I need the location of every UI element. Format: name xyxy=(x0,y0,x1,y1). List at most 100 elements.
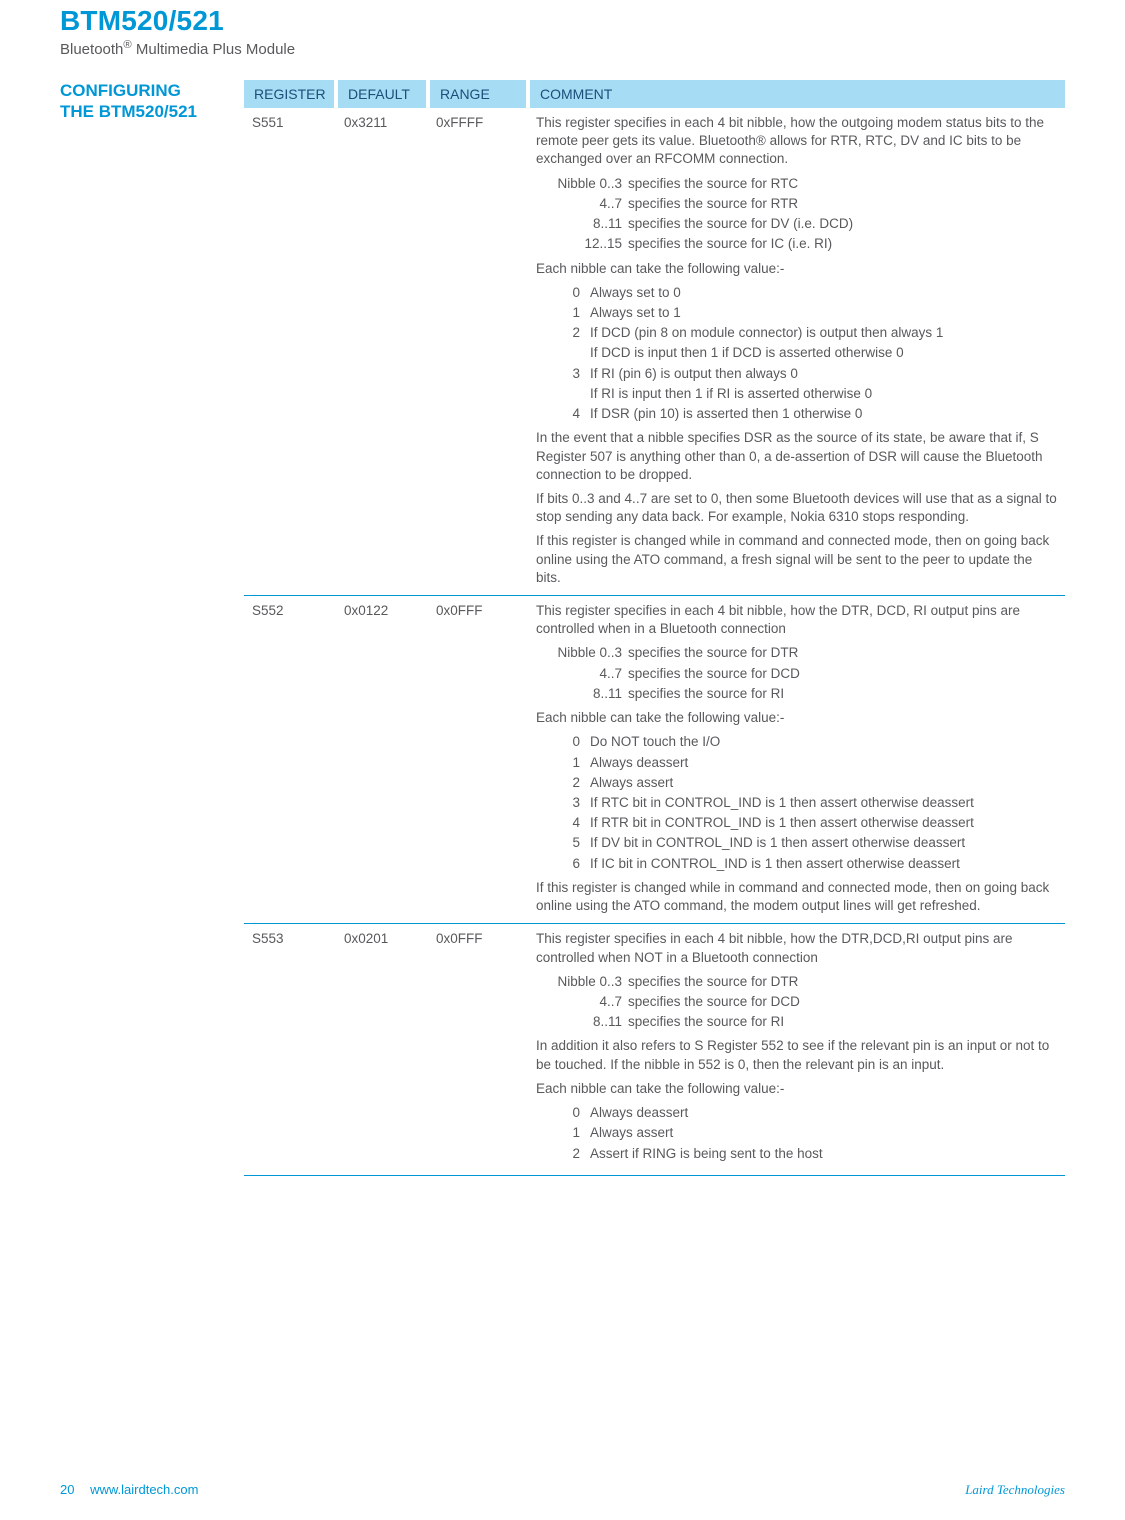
comment-text: This register specifies in each 4 bit ni… xyxy=(536,602,1057,638)
product-subtitle-suffix: Multimedia Plus Module xyxy=(132,41,295,58)
nibble-line: Nibble 0..3specifies the source for DTR xyxy=(536,973,1057,991)
nibble-value: specifies the source for DTR xyxy=(628,644,1057,662)
comment-text: If this register is changed while in com… xyxy=(536,532,1057,587)
value-line: 6If IC bit in CONTROL_IND is 1 then asse… xyxy=(536,855,1057,873)
nibble-line: 4..7specifies the source for DCD xyxy=(536,993,1057,1011)
cell-comment: This register specifies in each 4 bit ni… xyxy=(528,596,1065,924)
value-key: 0 xyxy=(536,733,590,751)
cell-range: 0x0FFF xyxy=(428,924,528,1175)
value-line: 5If DV bit in CONTROL_IND is 1 then asse… xyxy=(536,834,1057,852)
value-block: 0Do NOT touch the I/O1Always deassert2Al… xyxy=(536,733,1057,873)
value-text: If RI is input then 1 if RI is asserted … xyxy=(590,385,1057,403)
comment-text: If this register is changed while in com… xyxy=(536,879,1057,915)
header-range: RANGE xyxy=(428,80,528,108)
value-text: Always assert xyxy=(590,774,1057,792)
value-text: Always assert xyxy=(590,1124,1057,1142)
value-line: 2If DCD (pin 8 on module connector) is o… xyxy=(536,324,1057,342)
cell-default: 0x0201 xyxy=(336,924,428,1175)
sidebar: CONFIGURING THE BTM520/521 xyxy=(60,80,244,1176)
nibble-value: specifies the source for DCD xyxy=(628,993,1057,1011)
nibble-line: 8..11specifies the source for RI xyxy=(536,685,1057,703)
comment-text: In the event that a nibble specifies DSR… xyxy=(536,429,1057,484)
table-header-row: REGISTER DEFAULT RANGE COMMENT xyxy=(244,80,1065,108)
section-title-line1: CONFIGURING xyxy=(60,81,181,100)
nibble-key: 4..7 xyxy=(536,665,628,683)
nibble-line: 4..7specifies the source for DCD xyxy=(536,665,1057,683)
nibble-line: 4..7specifies the source for RTR xyxy=(536,195,1057,213)
value-text: Always deassert xyxy=(590,1104,1057,1122)
value-key xyxy=(536,344,590,362)
nibble-block: Nibble 0..3specifies the source for DTR4… xyxy=(536,973,1057,1032)
value-key: 1 xyxy=(536,304,590,322)
values-leader: Each nibble can take the following value… xyxy=(536,709,1057,727)
nibble-value: specifies the source for DV (i.e. DCD) xyxy=(628,215,1057,233)
nibble-key: Nibble 0..3 xyxy=(536,973,628,991)
cell-register: S552 xyxy=(244,596,336,924)
header-register: REGISTER xyxy=(244,80,336,108)
nibble-value: specifies the source for RI xyxy=(628,1013,1057,1031)
value-line: 2Assert if RING is being sent to the hos… xyxy=(536,1145,1057,1163)
nibble-block: Nibble 0..3specifies the source for RTC4… xyxy=(536,175,1057,254)
value-key: 0 xyxy=(536,1104,590,1122)
value-line: 3If RI (pin 6) is output then always 0 xyxy=(536,365,1057,383)
page-footer: 20 www.lairdtech.com Laird Technologies xyxy=(0,1482,1125,1498)
nibble-key: 12..15 xyxy=(536,235,628,253)
cell-comment: This register specifies in each 4 bit ni… xyxy=(528,108,1065,596)
value-text: If DV bit in CONTROL_IND is 1 then asser… xyxy=(590,834,1057,852)
value-text: If RTR bit in CONTROL_IND is 1 then asse… xyxy=(590,814,1057,832)
comment-text: In addition it also refers to S Register… xyxy=(536,1037,1057,1073)
nibble-line: 8..11specifies the source for DV (i.e. D… xyxy=(536,215,1057,233)
content: REGISTER DEFAULT RANGE COMMENT S5510x321… xyxy=(244,80,1065,1176)
nibble-line: 12..15specifies the source for IC (i.e. … xyxy=(536,235,1057,253)
register-table: REGISTER DEFAULT RANGE COMMENT S5510x321… xyxy=(244,80,1065,1176)
cell-register: S551 xyxy=(244,108,336,596)
value-key: 2 xyxy=(536,324,590,342)
value-text: Assert if RING is being sent to the host xyxy=(590,1145,1057,1163)
value-key: 5 xyxy=(536,834,590,852)
nibble-value: specifies the source for RI xyxy=(628,685,1057,703)
footer-left: 20 www.lairdtech.com xyxy=(60,1482,198,1498)
nibble-line: 8..11specifies the source for RI xyxy=(536,1013,1057,1031)
nibble-value: specifies the source for IC (i.e. RI) xyxy=(628,235,1057,253)
nibble-key: 4..7 xyxy=(536,993,628,1011)
nibble-value: specifies the source for RTR xyxy=(628,195,1057,213)
value-text: If DCD (pin 8 on module connector) is ou… xyxy=(590,324,1057,342)
value-line: 0Always deassert xyxy=(536,1104,1057,1122)
value-key: 4 xyxy=(536,405,590,423)
values-leader: Each nibble can take the following value… xyxy=(536,260,1057,278)
value-line: 4If RTR bit in CONTROL_IND is 1 then ass… xyxy=(536,814,1057,832)
value-text: Always set to 0 xyxy=(590,284,1057,302)
value-key: 3 xyxy=(536,794,590,812)
value-line: 4If DSR (pin 10) is asserted then 1 othe… xyxy=(536,405,1057,423)
section-title-line2: THE BTM520/521 xyxy=(60,102,197,121)
cell-default: 0x3211 xyxy=(336,108,428,596)
value-line: 1Always set to 1 xyxy=(536,304,1057,322)
value-key: 0 xyxy=(536,284,590,302)
value-line: If RI is input then 1 if RI is asserted … xyxy=(536,385,1057,403)
cell-register: S553 xyxy=(244,924,336,1175)
registered-mark: ® xyxy=(123,39,131,51)
cell-comment: This register specifies in each 4 bit ni… xyxy=(528,924,1065,1175)
product-subtitle-prefix: Bluetooth xyxy=(60,41,123,58)
product-subtitle: Bluetooth® Multimedia Plus Module xyxy=(60,39,1065,58)
nibble-key: 8..11 xyxy=(536,215,628,233)
nibble-key: Nibble 0..3 xyxy=(536,175,628,193)
header-default: DEFAULT xyxy=(336,80,428,108)
comment-text: This register specifies in each 4 bit ni… xyxy=(536,114,1057,169)
values-leader: Each nibble can take the following value… xyxy=(536,1080,1057,1098)
value-text: If IC bit in CONTROL_IND is 1 then asser… xyxy=(590,855,1057,873)
nibble-value: specifies the source for DTR xyxy=(628,973,1057,991)
nibble-key: 8..11 xyxy=(536,1013,628,1031)
table-row: S5510x32110xFFFFThis register specifies … xyxy=(244,108,1065,596)
value-key: 6 xyxy=(536,855,590,873)
page-header: BTM520/521 Bluetooth® Multimedia Plus Mo… xyxy=(60,0,1065,58)
cell-range: 0xFFFF xyxy=(428,108,528,596)
product-title: BTM520/521 xyxy=(60,5,1065,37)
value-line: If DCD is input then 1 if DCD is asserte… xyxy=(536,344,1057,362)
value-line: 1Always assert xyxy=(536,1124,1057,1142)
value-key: 4 xyxy=(536,814,590,832)
value-block: 0Always set to 01Always set to 12If DCD … xyxy=(536,284,1057,424)
header-comment: COMMENT xyxy=(528,80,1065,108)
cell-range: 0x0FFF xyxy=(428,596,528,924)
value-key: 2 xyxy=(536,774,590,792)
